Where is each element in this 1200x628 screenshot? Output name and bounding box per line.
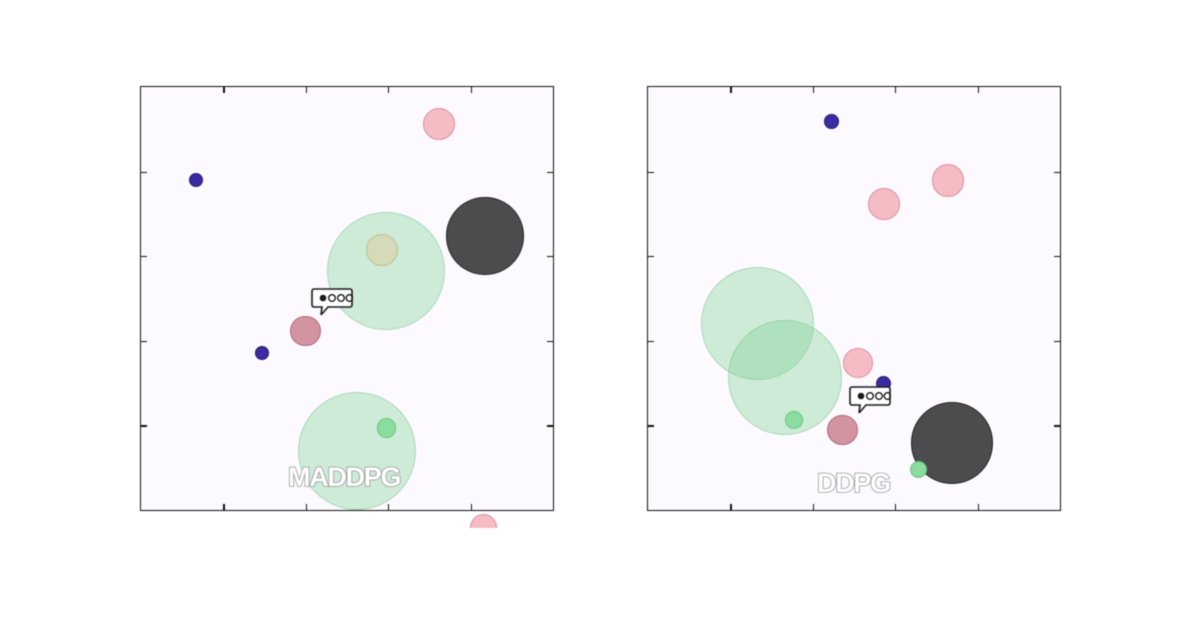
svg-text:MADDPG: MADDPG [288,462,400,492]
svg-text:DDPG: DDPG [817,468,890,498]
